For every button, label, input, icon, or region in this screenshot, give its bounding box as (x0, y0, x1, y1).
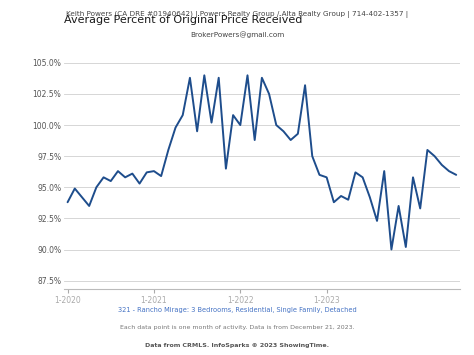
Text: Each data point is one month of activity. Data is from December 21, 2023.: Each data point is one month of activity… (120, 325, 354, 330)
Text: Data from CRMLS. InfoSparks © 2023 ShowingTime.: Data from CRMLS. InfoSparks © 2023 Showi… (145, 343, 329, 348)
Text: Average Percent of Original Price Received: Average Percent of Original Price Receiv… (64, 15, 302, 25)
Text: BrokerPowers@gmail.com: BrokerPowers@gmail.com (190, 31, 284, 38)
Text: 321 - Rancho Mirage: 3 Bedrooms, Residential, Single Family, Detached: 321 - Rancho Mirage: 3 Bedrooms, Residen… (118, 307, 356, 313)
Text: Keith Powers (CA DRE #01940642) | Powers Realty Group / Alta Realty Group | 714-: Keith Powers (CA DRE #01940642) | Powers… (66, 11, 408, 18)
